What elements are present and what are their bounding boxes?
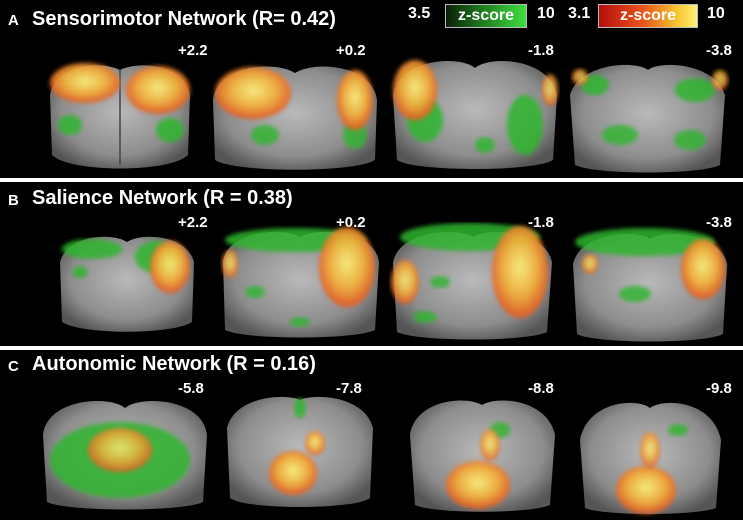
brain-slice-image — [573, 228, 727, 342]
panel-c: C Autonomic Network (R = 0.16) -5.8 -7.8… — [0, 350, 743, 520]
slice-coordinate: -1.8 — [528, 214, 554, 231]
slice-coordinate: -9.8 — [706, 380, 732, 397]
panel-title: Sensorimotor Network (R= 0.42) — [32, 8, 336, 30]
panel-title: Autonomic Network (R = 0.16) — [32, 353, 316, 375]
colorbar-red: z-score — [598, 4, 698, 28]
slice-coordinate: +0.2 — [336, 42, 366, 59]
brain-slice-image — [213, 66, 377, 170]
panel-b: B Salience Network (R = 0.38) +2.2 +0.2 … — [0, 182, 743, 346]
colorbar-green: z-score — [445, 4, 527, 28]
slice-coordinate: -3.8 — [706, 214, 732, 231]
brain-slice-image — [222, 227, 379, 338]
panel-letter: B — [8, 192, 19, 209]
brain-slice-image — [50, 63, 190, 169]
brain-slice-image — [391, 223, 552, 340]
brain-slice-image — [580, 402, 721, 514]
slice-coordinate: -3.8 — [706, 42, 732, 59]
slice-coordinate: -8.8 — [528, 380, 554, 397]
panel-title: Salience Network (R = 0.38) — [32, 187, 293, 209]
colorbar-green-min: 3.5 — [408, 5, 431, 22]
colorbar-red-max: 10 — [707, 5, 725, 22]
brain-slice-image — [43, 400, 207, 510]
brain-slice-image — [410, 400, 555, 512]
colorbar-red-min: 3.1 — [568, 5, 591, 22]
slice-coordinate: +2.2 — [178, 214, 208, 231]
panel-letter: A — [8, 12, 19, 29]
brain-slice-image — [227, 396, 373, 507]
slice-coordinate: +2.2 — [178, 42, 208, 59]
slice-coordinate: -5.8 — [178, 380, 204, 397]
brain-slice-image — [393, 60, 558, 170]
colorbar-green-max: 10 — [537, 5, 555, 22]
panel-letter: C — [8, 358, 19, 375]
slice-coordinate: -7.8 — [336, 380, 362, 397]
brain-slice-image — [570, 64, 728, 173]
brain-slice-image — [60, 236, 194, 332]
slice-coordinate: +0.2 — [336, 214, 366, 231]
panel-a: A Sensorimotor Network (R= 0.42) 3.5 z-s… — [0, 0, 743, 178]
slice-coordinate: -1.8 — [528, 42, 554, 59]
